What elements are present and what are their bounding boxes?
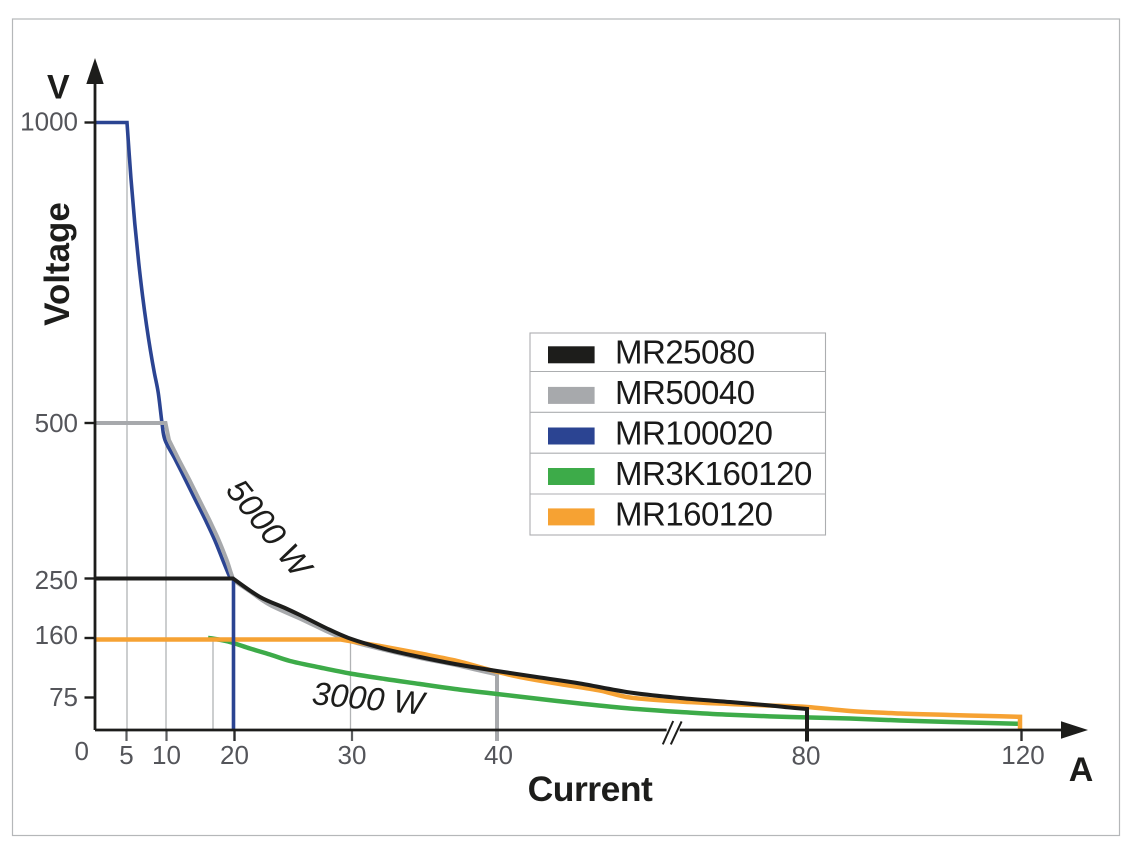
svg-text:40: 40 (484, 740, 513, 770)
svg-text:MR50040: MR50040 (615, 374, 755, 411)
svg-text:120: 120 (1001, 740, 1044, 770)
svg-text:MR3K160120: MR3K160120 (615, 455, 812, 492)
svg-text:75: 75 (49, 682, 78, 712)
svg-text:250: 250 (35, 565, 78, 595)
svg-text:5: 5 (119, 740, 133, 770)
svg-text:MR100020: MR100020 (615, 415, 773, 452)
svg-text:160: 160 (35, 620, 78, 650)
svg-text:30: 30 (338, 740, 367, 770)
svg-text:Current: Current (528, 769, 653, 809)
svg-text:Voltage: Voltage (38, 202, 77, 326)
svg-text:MR25080: MR25080 (615, 333, 755, 370)
svg-text:10: 10 (152, 740, 181, 770)
svg-text:1000: 1000 (20, 107, 78, 137)
svg-text:MR160120: MR160120 (615, 495, 773, 532)
svg-text:0: 0 (75, 736, 89, 766)
svg-text:A: A (1069, 751, 1094, 789)
svg-text:500: 500 (35, 408, 78, 438)
svg-text:80: 80 (792, 741, 821, 771)
svg-text:20: 20 (220, 740, 249, 770)
svg-text:V: V (47, 69, 70, 107)
